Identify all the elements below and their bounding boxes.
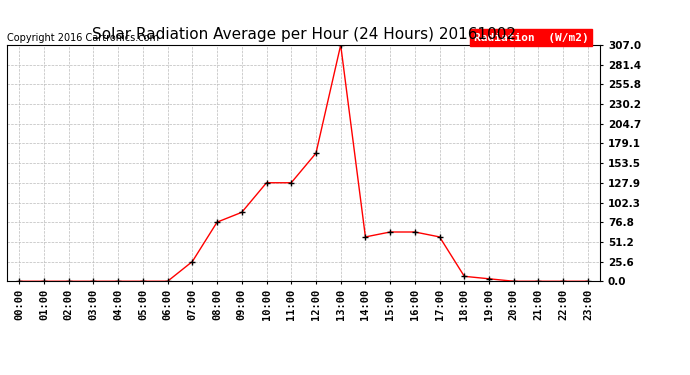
Text: Radiation  (W/m2): Radiation (W/m2) (473, 33, 589, 43)
Title: Solar Radiation Average per Hour (24 Hours) 20161002: Solar Radiation Average per Hour (24 Hou… (92, 27, 515, 42)
Text: Copyright 2016 Cartronics.com: Copyright 2016 Cartronics.com (7, 33, 159, 43)
